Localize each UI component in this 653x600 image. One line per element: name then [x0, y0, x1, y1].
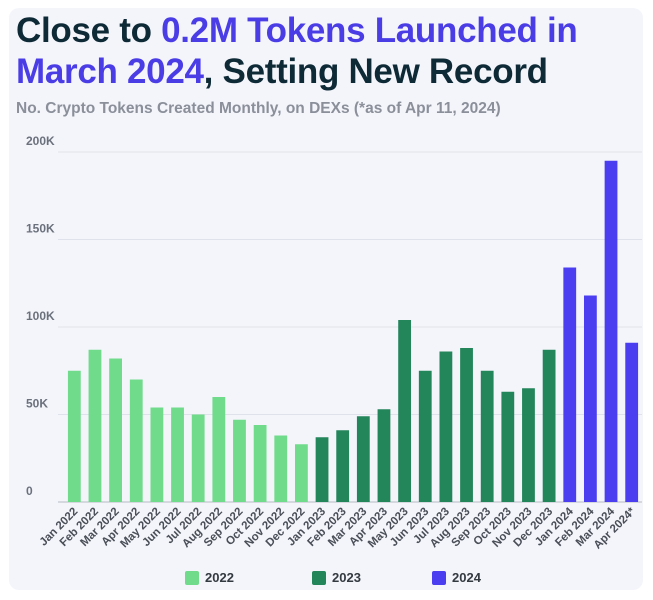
title-highlight: 0.2M Tokens Launched in March 2024 — [16, 11, 578, 91]
bar-2023 — [439, 351, 453, 502]
y-tick-label: 200K — [26, 134, 55, 148]
bar-2022 — [88, 349, 102, 502]
legend-label-2022: 2022 — [205, 570, 234, 585]
y-tick-label: 50K — [26, 397, 48, 411]
bar-2022 — [233, 419, 246, 502]
bar-2023 — [315, 437, 329, 502]
title-part-2: , Setting New Record — [203, 52, 548, 91]
legend-swatch-2022 — [185, 570, 199, 585]
legend-item-2024: 2024 — [432, 570, 481, 585]
bar-2022 — [294, 444, 308, 502]
chart-title: Close to 0.2M Tokens Launched in March 2… — [16, 10, 636, 92]
bar-2023 — [522, 388, 535, 502]
legend-swatch-2024 — [432, 570, 446, 585]
y-tick-label: 0 — [26, 484, 33, 498]
bar-2023 — [418, 370, 432, 502]
chart-subtitle: No. Crypto Tokens Created Monthly, on DE… — [16, 100, 501, 117]
bar-2022 — [274, 435, 288, 502]
bar-2023 — [480, 370, 494, 502]
title-part-1: Close to — [16, 11, 162, 50]
bar-2023 — [501, 391, 515, 502]
bar-2023 — [398, 320, 412, 502]
bar-2024 — [625, 342, 639, 502]
bar-2022 — [191, 414, 205, 502]
bar-2023 — [377, 409, 391, 502]
bar-2023 — [336, 430, 350, 502]
bar-2024 — [604, 160, 618, 502]
legend-swatch-2023 — [312, 570, 326, 585]
legend-label-2024: 2024 — [452, 570, 481, 585]
bar-2024 — [583, 295, 597, 502]
bar-2023 — [542, 349, 556, 502]
bar-2022 — [109, 358, 123, 502]
bar-2022 — [150, 407, 164, 502]
legend-item-2023: 2023 — [312, 570, 361, 585]
bar-2023 — [460, 348, 473, 502]
bar-2022 — [129, 379, 143, 502]
legend-item-2022: 2022 — [185, 570, 234, 585]
bar-2024 — [563, 267, 577, 502]
bar-2022 — [253, 425, 267, 502]
bar-2022 — [171, 407, 184, 502]
y-tick-label: 150K — [26, 222, 55, 236]
bar-2023 — [356, 416, 370, 502]
bar-2022 — [67, 370, 81, 502]
legend-label-2023: 2023 — [332, 570, 361, 585]
y-tick-label: 100K — [26, 309, 55, 323]
bar-2022 — [212, 397, 226, 502]
